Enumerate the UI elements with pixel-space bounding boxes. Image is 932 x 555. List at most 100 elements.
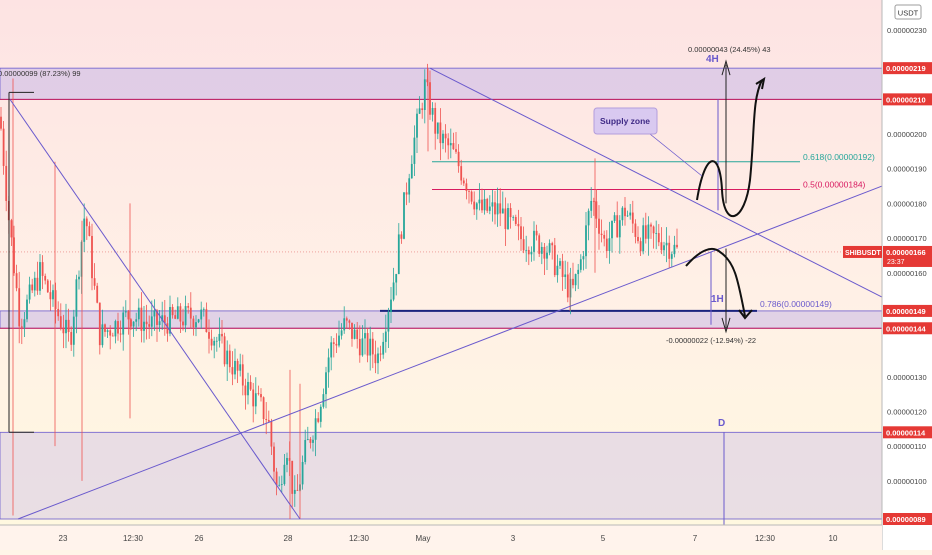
- descending-trendline[interactable]: [429, 67, 883, 298]
- candle-body: [478, 199, 481, 204]
- candle-body: [182, 321, 184, 326]
- candle-body: [577, 269, 580, 275]
- candle-body: [122, 312, 125, 335]
- x-tick-label: 12:30: [349, 534, 370, 543]
- candle-body: [488, 206, 491, 211]
- projection-bearish-arrowhead[interactable]: [738, 309, 753, 320]
- candle-body: [33, 277, 36, 291]
- candle-body: [345, 318, 348, 321]
- candle-body: [504, 208, 507, 230]
- candle-body: [366, 333, 369, 356]
- measure-down-arrow[interactable]: [721, 317, 731, 334]
- candle-body: [202, 309, 205, 311]
- x-tick-label: 26: [195, 534, 204, 543]
- candle-body: [351, 322, 353, 339]
- downtrend-line-left[interactable]: [9, 99, 301, 520]
- candle-body: [590, 200, 593, 211]
- candle-body: [88, 226, 91, 236]
- level-price-tag[interactable]: [883, 62, 932, 75]
- measure-left-label: 0.00000099 (87.23%) 99: [0, 69, 81, 78]
- candle-body: [642, 225, 645, 252]
- ascending-trendline[interactable]: [17, 185, 883, 520]
- candle-body: [137, 307, 140, 320]
- candle-body: [158, 321, 161, 325]
- level-price-tag[interactable]: [883, 304, 932, 317]
- candle-body: [275, 471, 278, 486]
- candle-body: [533, 230, 535, 252]
- candle-body: [231, 367, 234, 375]
- candle-body: [553, 245, 556, 276]
- candle-body: [150, 316, 153, 327]
- candle-body: [403, 192, 405, 239]
- last-price-tag[interactable]: [883, 245, 932, 267]
- candle-body: [111, 335, 114, 337]
- candle-body: [85, 218, 88, 227]
- supply-zone-callout[interactable]: [593, 107, 658, 135]
- candle-body: [429, 82, 431, 115]
- candle-body: [434, 107, 437, 134]
- projection-bearish[interactable]: [685, 247, 746, 317]
- level-price-tag[interactable]: [883, 322, 932, 335]
- candle-body: [200, 309, 203, 320]
- candle-body: [621, 207, 624, 221]
- candle-body: [540, 246, 543, 254]
- candle-body: [416, 113, 418, 138]
- candle-body: [0, 116, 2, 129]
- projection-bullish-arrowhead[interactable]: [755, 76, 766, 90]
- candle-body: [286, 457, 288, 465]
- candle-body: [114, 321, 117, 337]
- candle-body: [559, 261, 561, 266]
- candle-body: [421, 108, 424, 110]
- candle-body: [91, 235, 93, 279]
- candle-body: [413, 137, 416, 164]
- candle-body: [41, 262, 44, 276]
- candle-body: [530, 251, 533, 255]
- fib-label-05: 0.5(0.00000184): [803, 180, 866, 190]
- symbol-tag[interactable]: [843, 245, 882, 258]
- candle-body: [327, 357, 330, 373]
- candle-body: [135, 319, 138, 322]
- candle-body: [569, 278, 572, 298]
- candle-body: [215, 340, 218, 342]
- candle-body: [57, 308, 60, 317]
- candle-body: [49, 292, 52, 300]
- candle-body: [291, 460, 294, 494]
- candle-body: [592, 200, 595, 202]
- candle-body: [5, 165, 8, 201]
- level-price-tag[interactable]: [883, 93, 932, 106]
- candle-body: [72, 316, 75, 345]
- y-tick-label: 0.00000160: [887, 269, 927, 278]
- candle-body: [384, 331, 387, 342]
- candle-body: [83, 218, 86, 242]
- candle-body: [143, 321, 145, 331]
- candle-body: [462, 180, 465, 184]
- candle-body: [616, 215, 619, 238]
- y-tick-label: 0.00000100: [887, 477, 927, 486]
- level-price-tag[interactable]: [883, 513, 932, 525]
- callout-pointer: [644, 129, 703, 177]
- candle-body: [418, 108, 421, 114]
- candle-body: [426, 79, 429, 83]
- measure-up-arrow[interactable]: [721, 59, 731, 76]
- x-tick-label: May: [415, 534, 430, 543]
- supply-zone-top[interactable]: [0, 67, 883, 100]
- level-price-tag[interactable]: [883, 426, 932, 439]
- candle-body: [543, 246, 546, 259]
- candle-body: [39, 262, 41, 291]
- candle-body: [585, 225, 587, 257]
- currency-badge[interactable]: USDT: [894, 4, 922, 20]
- demand-zone-bottom[interactable]: [0, 431, 883, 520]
- candle-body: [405, 192, 408, 195]
- candle-body: [449, 143, 452, 146]
- candle-body: [548, 243, 551, 253]
- candle-body: [148, 324, 151, 327]
- candle-body: [13, 237, 15, 274]
- candle-body: [335, 343, 338, 346]
- candle-body: [197, 319, 200, 323]
- projection-bullish[interactable]: [696, 79, 763, 218]
- level-price-label: 0.00000149: [886, 307, 926, 316]
- candle-body: [234, 360, 236, 375]
- candle-body: [377, 353, 379, 364]
- candle-body: [221, 333, 223, 337]
